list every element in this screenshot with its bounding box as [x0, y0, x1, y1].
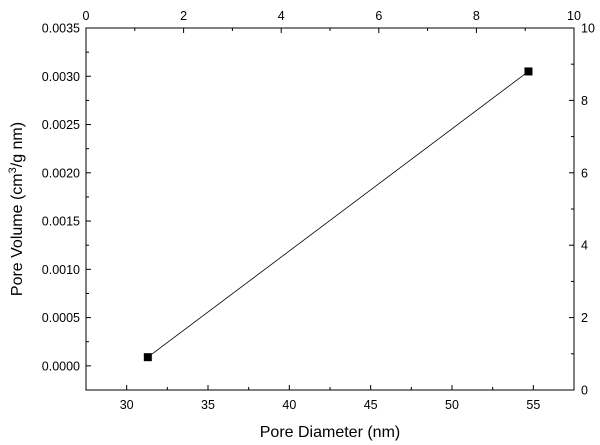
y-axis-title-part2: /g nm): [9, 122, 26, 167]
right-tick-label: 8: [581, 94, 588, 108]
top-axis: 0 2 4 6 8 10: [83, 9, 581, 33]
y-axis-title: Pore Volume (cm3/g nm): [7, 122, 26, 296]
right-axis: 0 2 4 6 8 10: [569, 22, 595, 398]
x-tick-label: 30: [120, 398, 134, 412]
right-tick-label: 2: [581, 311, 588, 325]
y-tick-label: 0.0005: [42, 311, 80, 325]
x-tick-label: 50: [445, 398, 459, 412]
bottom-axis: 30 35 40 45 50 55: [85, 385, 575, 412]
y-tick-label: 0.0015: [42, 215, 80, 229]
y-axis-title-superscript: 3: [7, 167, 19, 173]
x-axis-title: Pore Diameter (nm): [260, 424, 400, 441]
x-tick-label: 45: [364, 398, 378, 412]
plot-frame: [85, 27, 575, 391]
top-tick-label: 2: [180, 9, 187, 23]
y-tick-label: 0.0030: [42, 70, 80, 84]
right-tick-label: 6: [581, 166, 588, 180]
right-tick-label: 4: [581, 239, 588, 253]
y-axis-title-part1: Pore Volume (cm: [9, 173, 26, 296]
y-tick-label: 0.0035: [42, 22, 80, 36]
y-tick-label: 0.0020: [42, 166, 80, 180]
y-tick-label: 0.0000: [42, 359, 80, 373]
y-tick-label: 0.0010: [42, 263, 80, 277]
y-tick-label: 0.0025: [42, 118, 80, 132]
data-point: [143, 353, 152, 362]
right-tick-label: 10: [581, 22, 595, 36]
x-tick-label: 40: [282, 398, 296, 412]
top-tick-label: 10: [567, 9, 581, 23]
top-tick-label: 0: [83, 9, 90, 23]
top-tick-label: 6: [375, 9, 382, 23]
x-tick-label: 35: [201, 398, 215, 412]
x-tick-label: 55: [526, 398, 540, 412]
data-point: [524, 67, 533, 76]
right-tick-label: 0: [581, 384, 588, 398]
top-tick-label: 8: [473, 9, 480, 23]
left-axis: 0.0000 0.0005 0.0010 0.0015 0.0020 0.0025 0.00…: [42, 22, 91, 373]
top-tick-label: 4: [278, 9, 285, 23]
series-line: [147, 71, 529, 358]
series-layer: [143, 67, 533, 362]
